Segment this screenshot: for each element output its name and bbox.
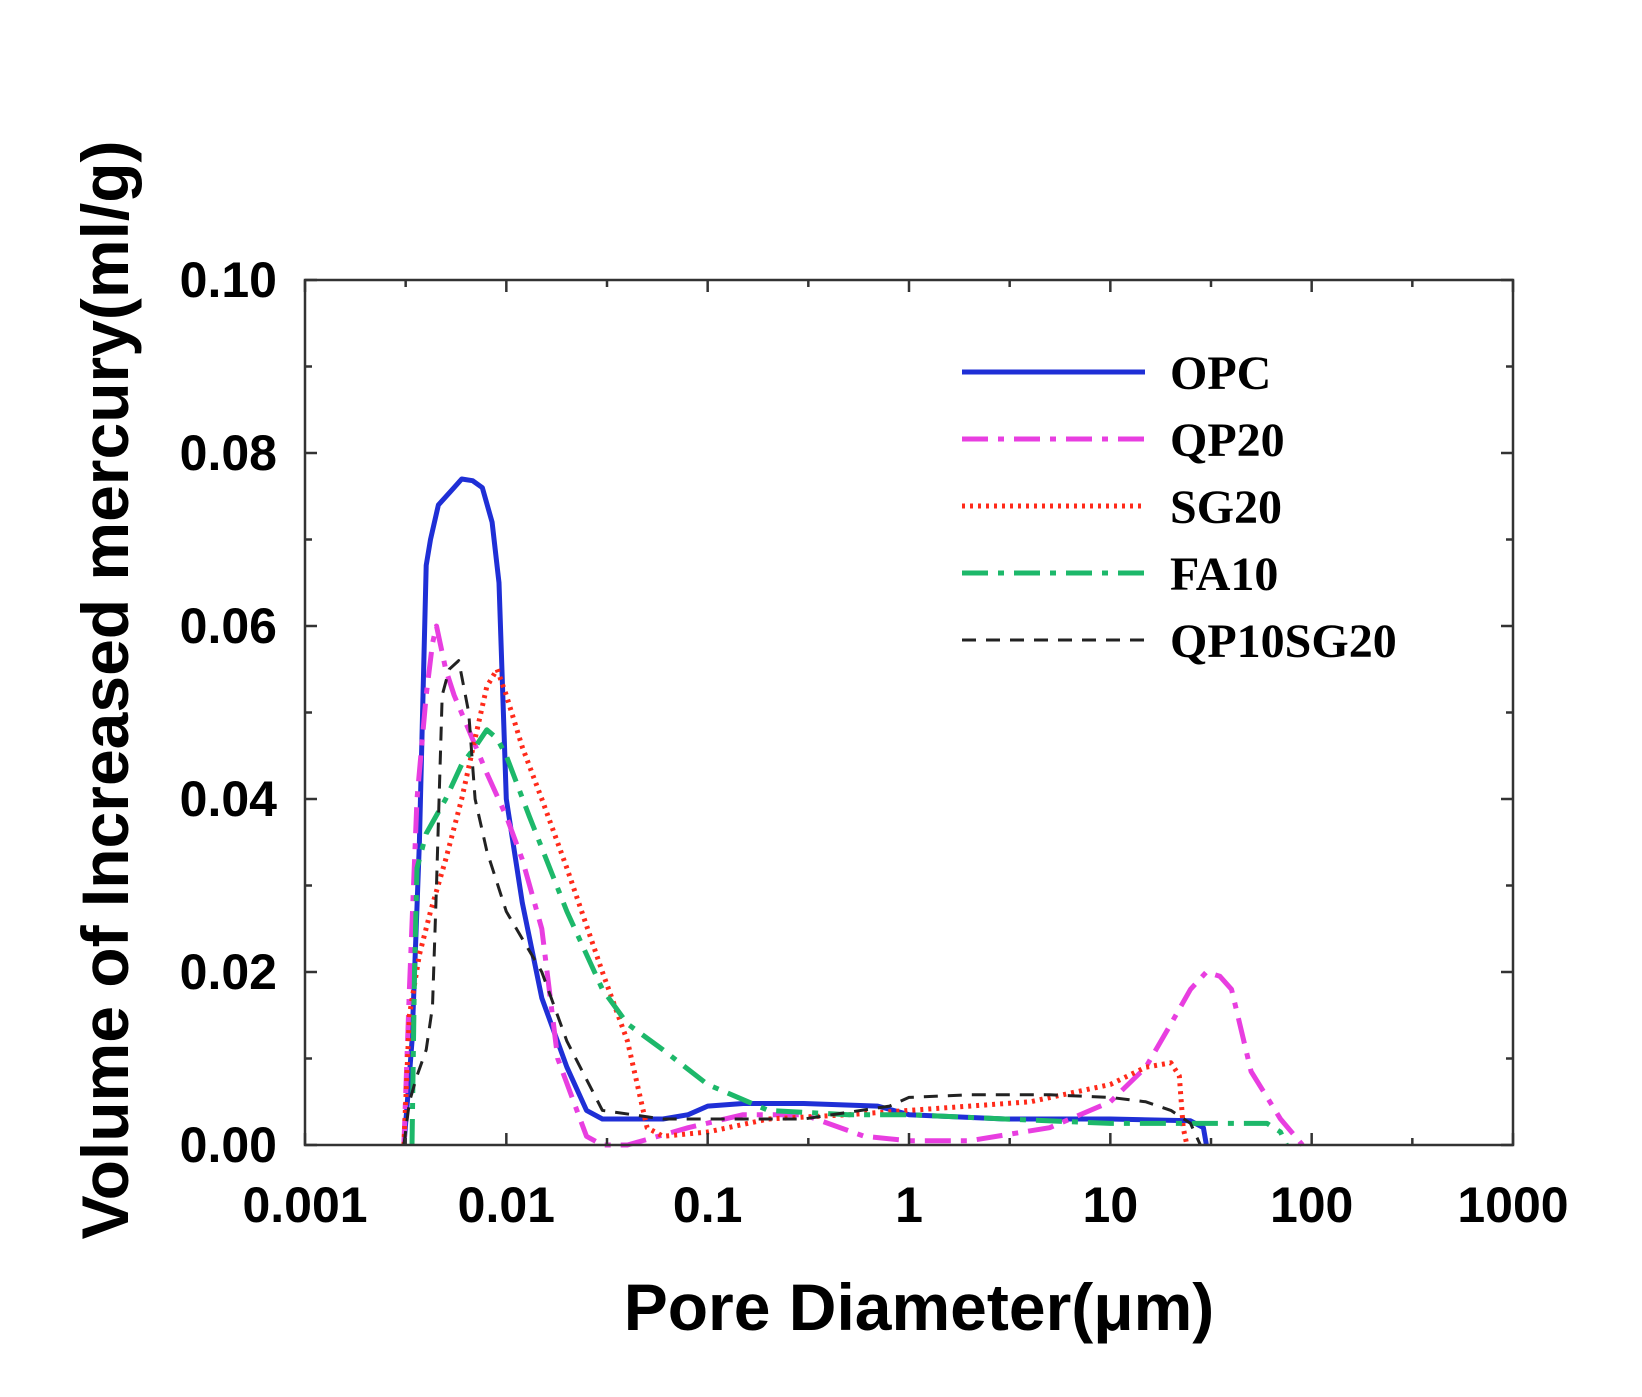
x-tick-label: 0.001 — [242, 1177, 367, 1233]
legend-label-sg20: SG20 — [1170, 481, 1282, 534]
series-line-opc — [401, 476, 1209, 1146]
y-tick-label: 0.08 — [180, 425, 277, 481]
legend-label-qp10sg20: QP10SG20 — [1170, 615, 1397, 668]
y-tick-label: 0.04 — [180, 771, 278, 827]
legend-label-fa10: FA10 — [1170, 548, 1278, 601]
y-tick-label: 0.10 — [180, 252, 277, 308]
y-tick-label: 0.06 — [180, 598, 277, 654]
x-tick-label: 1000 — [1457, 1177, 1568, 1233]
legend-label-qp20: QP20 — [1170, 414, 1285, 467]
legend-label-opc: OPC — [1170, 347, 1271, 400]
axes: 0.001 0.01 0.1 1 10 100 1000 0.00 0.02 0.04 0.06 0.… — [68, 140, 1569, 1344]
y-tick-label: 0.02 — [180, 944, 277, 1000]
series-line-qp10sg20 — [402, 659, 1202, 1146]
x-tick-label: 100 — [1270, 1177, 1353, 1233]
x-tick-label: 0.1 — [673, 1177, 743, 1233]
x-tick-label: 10 — [1083, 1177, 1139, 1233]
x-tick-label: 1 — [895, 1177, 923, 1233]
legend: OPC QP20 SG20 FA10 QP10SG20 — [962, 347, 1397, 668]
x-tick-label: 0.01 — [458, 1177, 555, 1233]
series-line-fa10 — [409, 727, 1289, 1147]
series-line-sg20 — [401, 666, 1190, 1146]
y-tick-label: 0.00 — [180, 1117, 277, 1173]
y-axis-title: Volume of Increased mercury(ml/g) — [68, 140, 142, 1239]
series-layer — [401, 476, 1305, 1148]
x-axis-title: Pore Diameter(μm) — [624, 1270, 1215, 1344]
